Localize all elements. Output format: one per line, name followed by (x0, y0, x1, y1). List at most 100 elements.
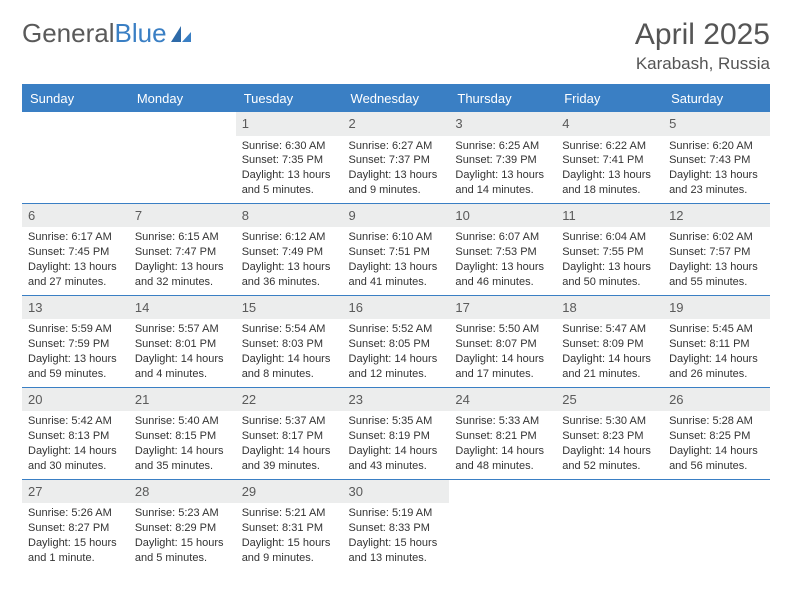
day-line: Sunrise: 6:22 AM (562, 139, 657, 154)
calendar-row: 1Sunrise: 6:30 AMSunset: 7:35 PMDaylight… (22, 112, 770, 204)
day-line: Daylight: 13 hours and 59 minutes. (28, 352, 123, 382)
day-text: Sunrise: 6:22 AMSunset: 7:41 PMDaylight:… (556, 136, 663, 203)
day-line: Sunset: 8:19 PM (349, 429, 444, 444)
day-line: Sunset: 8:27 PM (28, 521, 123, 536)
day-number: 11 (556, 204, 663, 228)
day-line: Sunset: 7:47 PM (135, 245, 230, 260)
day-number: 20 (22, 388, 129, 412)
day-line: Sunrise: 5:30 AM (562, 414, 657, 429)
calendar-row: 20 Sunrise: 5:42 AMSunset: 8:13 PM Dayligh… (22, 387, 770, 479)
day-text: Sunrise: 6:02 AMSunset: 7:57 PMDaylight:… (663, 227, 770, 294)
calendar-row: 6Sunrise: 6:17 AMSunset: 7:45 PMDaylight… (22, 203, 770, 295)
calendar-cell: 5Sunrise: 6:20 AMSunset: 7:43 PMDaylight… (663, 112, 770, 204)
day-text: Sunrise: 6:20 AMSunset: 7:43 PMDaylight:… (663, 136, 770, 203)
calendar-cell: 16Sunrise: 5:52 AMSunset: 8:05 PMDayligh… (343, 295, 450, 387)
calendar-cell: 12Sunrise: 6:02 AMSunset: 7:57 PMDayligh… (663, 203, 770, 295)
day-number: 14 (129, 296, 236, 320)
day-number: 22 (236, 388, 343, 412)
day-line: Sunrise: 6:15 AM (135, 230, 230, 245)
day-text: Sunrise: 5:19 AMSunset: 8:33 PMDaylight:… (343, 503, 450, 570)
calendar-cell: 24Sunrise: 5:33 AMSunset: 8:21 PMDayligh… (449, 387, 556, 479)
day-text: Sunrise: 5:52 AMSunset: 8:05 PMDaylight:… (343, 319, 450, 386)
day-number: 12 (663, 204, 770, 228)
day-line: Daylight: 13 hours and 46 minutes. (455, 260, 550, 290)
calendar-table: Sunday Monday Tuesday Wednesday Thursday… (22, 84, 770, 571)
calendar-cell: 27Sunrise: 5:26 AMSunset: 8:27 PMDayligh… (22, 479, 129, 570)
day-line: Sunrise: 5:23 AM (135, 506, 230, 521)
day-line: Sunset: 8:15 PM (135, 429, 230, 444)
day-line: Sunrise: 5:52 AM (349, 322, 444, 337)
day-line: Daylight: 14 hours and 56 minutes. (669, 444, 764, 474)
day-line: Daylight: 14 hours and 52 minutes. (562, 444, 657, 474)
day-line: Sunset: 7:35 PM (242, 153, 337, 168)
day-text: Sunrise: 5:57 AMSunset: 8:01 PMDaylight:… (129, 319, 236, 386)
calendar-cell: 1Sunrise: 6:30 AMSunset: 7:35 PMDaylight… (236, 112, 343, 204)
day-line: Sunset: 8:13 PM (28, 429, 123, 444)
day-line: Sunrise: 6:07 AM (455, 230, 550, 245)
day-line: Sunrise: 5:21 AM (242, 506, 337, 521)
day-line: Sunset: 7:53 PM (455, 245, 550, 260)
day-text: Sunrise: 5:30 AMSunset: 8:23 PMDaylight:… (556, 411, 663, 478)
day-number: 8 (236, 204, 343, 228)
day-line: Daylight: 15 hours and 9 minutes. (242, 536, 337, 566)
day-line: Daylight: 14 hours and 21 minutes. (562, 352, 657, 382)
calendar-cell: 17Sunrise: 5:50 AMSunset: 8:07 PMDayligh… (449, 295, 556, 387)
day-line: Sunrise: 6:27 AM (349, 139, 444, 154)
weekday-header: Sunday (22, 85, 129, 112)
calendar-cell: 7Sunrise: 6:15 AMSunset: 7:47 PMDaylight… (129, 203, 236, 295)
day-number: 1 (236, 112, 343, 136)
calendar-cell: 8Sunrise: 6:12 AMSunset: 7:49 PMDaylight… (236, 203, 343, 295)
day-line: Daylight: 13 hours and 23 minutes. (669, 168, 764, 198)
day-number: 2 (343, 112, 450, 136)
day-line: Sunset: 8:25 PM (669, 429, 764, 444)
day-number: 23 (343, 388, 450, 412)
day-line: Sunset: 8:17 PM (242, 429, 337, 444)
calendar-cell: 22Sunrise: 5:37 AMSunset: 8:17 PMDayligh… (236, 387, 343, 479)
calendar-cell: 20Sunrise: 5:42 AMSunset: 8:13 PMDayligh… (22, 387, 129, 479)
day-number: 6 (22, 204, 129, 228)
day-line: Sunset: 7:45 PM (28, 245, 123, 260)
day-number: 5 (663, 112, 770, 136)
calendar-cell: 6Sunrise: 6:17 AMSunset: 7:45 PMDaylight… (22, 203, 129, 295)
day-line: Sunrise: 5:50 AM (455, 322, 550, 337)
day-line: Daylight: 14 hours and 8 minutes. (242, 352, 337, 382)
calendar-cell: 19Sunrise: 5:45 AMSunset: 8:11 PMDayligh… (663, 295, 770, 387)
logo-sail-icon (169, 24, 193, 44)
calendar-row: 13Sunrise: 5:59 AMSunset: 7:59 PMDayligh… (22, 295, 770, 387)
day-line: Sunrise: 5:37 AM (242, 414, 337, 429)
logo-text-1: General (22, 18, 115, 49)
day-number: 4 (556, 112, 663, 136)
day-line: Daylight: 13 hours and 50 minutes. (562, 260, 657, 290)
day-line: Sunrise: 5:54 AM (242, 322, 337, 337)
day-line: Daylight: 14 hours and 4 minutes. (135, 352, 230, 382)
day-line: Sunrise: 5:42 AM (28, 414, 123, 429)
day-line: Daylight: 14 hours and 35 minutes. (135, 444, 230, 474)
calendar-row: 27Sunrise: 5:26 AMSunset: 8:27 PMDayligh… (22, 479, 770, 570)
day-line: Sunrise: 6:25 AM (455, 139, 550, 154)
calendar-cell: 4Sunrise: 6:22 AMSunset: 7:41 PMDaylight… (556, 112, 663, 204)
day-line: Sunrise: 6:20 AM (669, 139, 764, 154)
day-line: Daylight: 14 hours and 12 minutes. (349, 352, 444, 382)
day-text: Sunrise: 5:37 AMSunset: 8:17 PMDaylight:… (236, 411, 343, 478)
calendar-cell: 2Sunrise: 6:27 AMSunset: 7:37 PMDaylight… (343, 112, 450, 204)
title-block: April 2025 Karabash, Russia (635, 18, 770, 74)
logo-text-2: Blue (115, 18, 167, 49)
day-number: 15 (236, 296, 343, 320)
logo: GeneralBlue (22, 18, 193, 49)
day-line: Daylight: 13 hours and 41 minutes. (349, 260, 444, 290)
day-line: Sunset: 8:21 PM (455, 429, 550, 444)
day-line: Daylight: 14 hours and 17 minutes. (455, 352, 550, 382)
day-line: Sunrise: 5:33 AM (455, 414, 550, 429)
day-text: Sunrise: 6:27 AMSunset: 7:37 PMDaylight:… (343, 136, 450, 203)
location: Karabash, Russia (635, 54, 770, 74)
day-number: 19 (663, 296, 770, 320)
day-line: Sunset: 7:57 PM (669, 245, 764, 260)
day-line: Sunset: 7:41 PM (562, 153, 657, 168)
day-number: 29 (236, 480, 343, 504)
day-text: Sunrise: 5:33 AMSunset: 8:21 PMDaylight:… (449, 411, 556, 478)
day-line: Sunrise: 6:04 AM (562, 230, 657, 245)
day-text: Sunrise: 5:26 AMSunset: 8:27 PMDaylight:… (22, 503, 129, 570)
day-line: Sunrise: 5:26 AM (28, 506, 123, 521)
day-line: Sunrise: 5:28 AM (669, 414, 764, 429)
day-line: Daylight: 13 hours and 18 minutes. (562, 168, 657, 198)
